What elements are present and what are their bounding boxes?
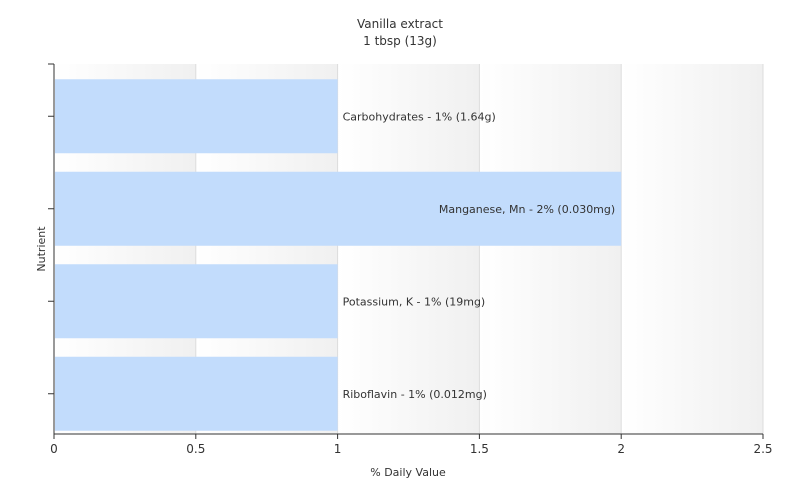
bar-label: Riboflavin - 1% (0.012mg) (343, 388, 487, 401)
bar (55, 264, 338, 339)
x-tick-label: 0 (50, 442, 58, 456)
plot-band (621, 64, 763, 434)
bars: Carbohydrates - 1% (1.64g) Manganese, Mn … (55, 79, 622, 431)
chart-subtitle: 1 tbsp (13g) (363, 34, 437, 48)
bar-label: Manganese, Mn - 2% (0.030mg) (439, 203, 615, 216)
bar (55, 79, 338, 154)
plot-band (337, 64, 480, 434)
x-tick-label: 1 (334, 442, 342, 456)
x-tick-label: 0.5 (186, 442, 205, 456)
chart-title: Vanilla extract (357, 17, 443, 31)
bar (55, 356, 338, 431)
axes (48, 63, 764, 439)
x-axis-label: % Daily Value (370, 466, 446, 479)
x-tick-label: 2.5 (753, 442, 772, 456)
y-axis-label: Nutrient (35, 226, 48, 272)
bar-label: Carbohydrates - 1% (1.64g) (343, 110, 496, 123)
tick-labels: 0 0.5 1 1.5 2 2.5 (50, 442, 772, 456)
x-tick-label: 2 (617, 442, 625, 456)
bar (55, 171, 622, 246)
plot-band (479, 64, 622, 434)
x-tick-label: 1.5 (470, 442, 489, 456)
bar-label: Potassium, K - 1% (19mg) (343, 295, 486, 308)
